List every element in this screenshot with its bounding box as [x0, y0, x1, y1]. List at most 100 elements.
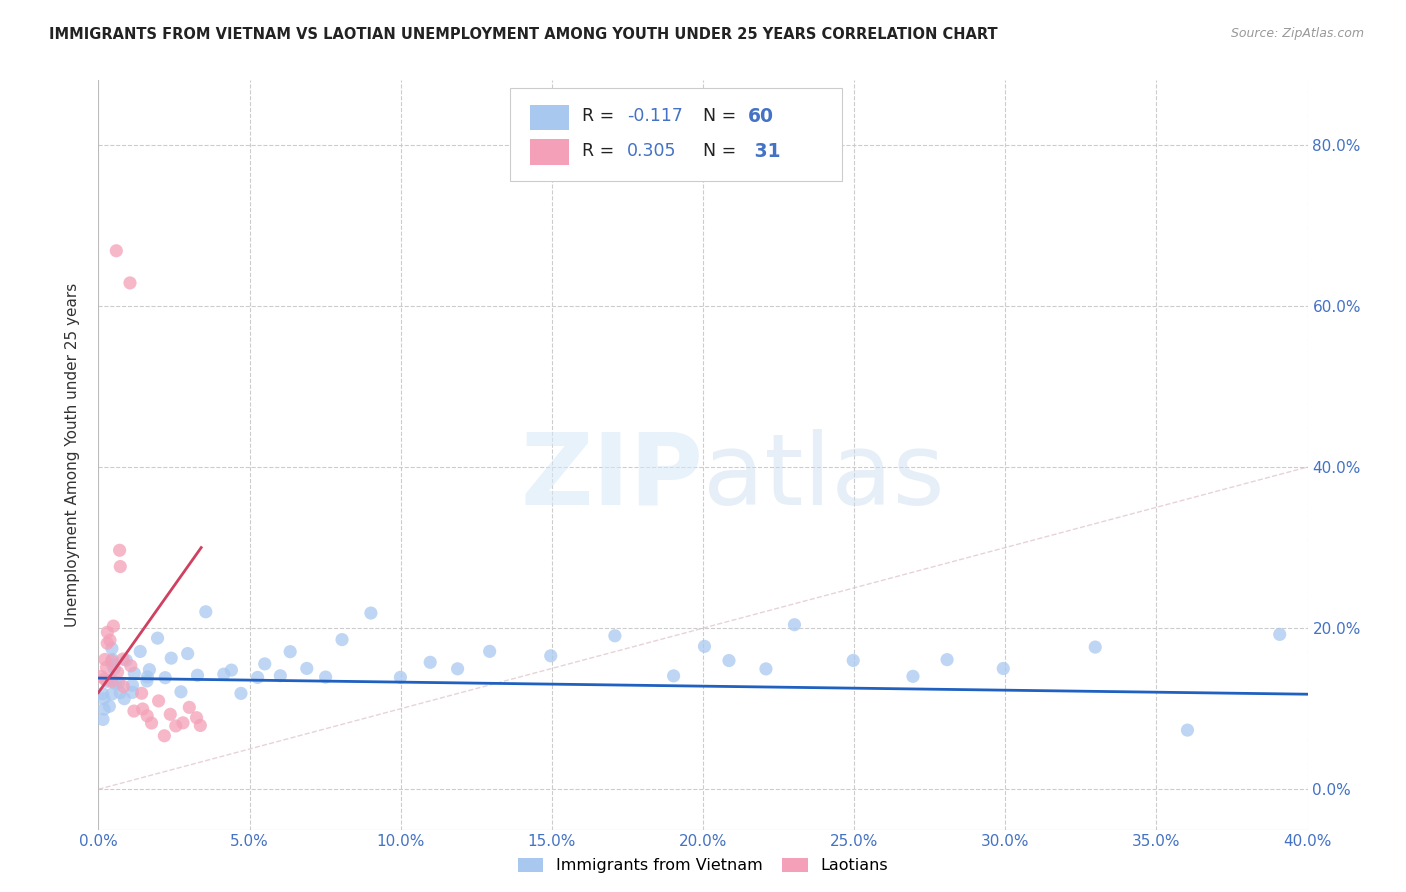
Point	[100, 674, 122, 689]
Point	[91, 687, 114, 701]
Point	[170, 685, 193, 699]
Point	[212, 667, 235, 681]
Point	[246, 670, 269, 684]
Point	[121, 678, 143, 692]
FancyBboxPatch shape	[509, 87, 842, 181]
Text: 31: 31	[748, 142, 780, 161]
Point	[315, 670, 337, 684]
Point	[221, 663, 243, 677]
Point	[131, 702, 153, 716]
Point	[136, 673, 159, 688]
Point	[101, 657, 124, 672]
Point	[110, 559, 132, 574]
Point	[121, 685, 143, 699]
Point	[96, 625, 118, 640]
Point	[755, 662, 778, 676]
Point	[1177, 723, 1199, 738]
Point	[783, 617, 806, 632]
Point	[98, 699, 121, 714]
Point	[148, 694, 170, 708]
Point	[295, 661, 318, 675]
Point	[446, 662, 468, 676]
Point	[129, 644, 152, 658]
Point	[269, 669, 291, 683]
Point	[115, 653, 138, 667]
Point	[1268, 627, 1291, 641]
Point	[101, 641, 124, 656]
Point	[111, 652, 134, 666]
Point	[253, 657, 276, 671]
Point	[112, 680, 135, 694]
Point	[101, 652, 124, 666]
Point	[693, 640, 716, 654]
Point	[108, 543, 131, 558]
Point	[993, 661, 1015, 675]
Point	[103, 619, 125, 633]
Point	[478, 644, 501, 658]
Point	[91, 713, 114, 727]
Point	[194, 605, 217, 619]
Point	[118, 276, 141, 290]
Point	[94, 652, 117, 666]
Point	[96, 660, 118, 674]
Point	[936, 653, 959, 667]
Point	[100, 673, 122, 687]
Text: N =: N =	[703, 143, 742, 161]
Point	[842, 653, 865, 667]
Y-axis label: Unemployment Among Youth under 25 years: Unemployment Among Youth under 25 years	[65, 283, 80, 627]
Point	[419, 655, 441, 669]
Point	[165, 719, 187, 733]
Point	[153, 729, 176, 743]
Bar	[530, 139, 569, 165]
Point	[98, 633, 121, 648]
Point	[131, 686, 153, 700]
Point	[122, 704, 145, 718]
Point	[179, 700, 201, 714]
Point	[901, 669, 924, 683]
Point	[93, 672, 115, 686]
Text: -0.117: -0.117	[627, 107, 683, 125]
Point	[136, 670, 159, 684]
Text: N =: N =	[703, 107, 742, 125]
Point	[1084, 640, 1107, 654]
Point	[186, 711, 208, 725]
Point	[360, 606, 382, 620]
Text: ZIP: ZIP	[520, 429, 703, 526]
Text: R =: R =	[582, 143, 620, 161]
Point	[100, 654, 122, 668]
Point	[101, 687, 124, 701]
Point	[186, 668, 208, 682]
Point	[104, 676, 127, 690]
Point	[120, 658, 142, 673]
Text: 0.305: 0.305	[627, 143, 676, 161]
Point	[153, 671, 176, 685]
Point	[93, 691, 115, 706]
Point	[229, 686, 252, 700]
Text: atlas: atlas	[703, 429, 945, 526]
Legend: Immigrants from Vietnam, Laotians: Immigrants from Vietnam, Laotians	[512, 851, 894, 880]
Point	[93, 702, 115, 716]
Point	[717, 654, 740, 668]
Point	[107, 665, 129, 680]
Text: IMMIGRANTS FROM VIETNAM VS LAOTIAN UNEMPLOYMENT AMONG YOUTH UNDER 25 YEARS CORRE: IMMIGRANTS FROM VIETNAM VS LAOTIAN UNEMP…	[49, 27, 998, 42]
Point	[124, 666, 146, 681]
Text: Source: ZipAtlas.com: Source: ZipAtlas.com	[1230, 27, 1364, 40]
Point	[146, 631, 169, 645]
Point	[389, 670, 412, 684]
Point	[90, 669, 112, 683]
Point	[603, 629, 626, 643]
Point	[96, 674, 118, 689]
Text: 60: 60	[748, 107, 773, 126]
Point	[105, 244, 128, 258]
Point	[330, 632, 353, 647]
Point	[159, 707, 181, 722]
Point	[107, 675, 129, 690]
Point	[141, 716, 163, 731]
Point	[112, 691, 135, 706]
Point	[188, 718, 211, 732]
Point	[108, 686, 131, 700]
Point	[176, 647, 198, 661]
Point	[103, 662, 125, 676]
Point	[136, 709, 159, 723]
Point	[160, 651, 183, 665]
